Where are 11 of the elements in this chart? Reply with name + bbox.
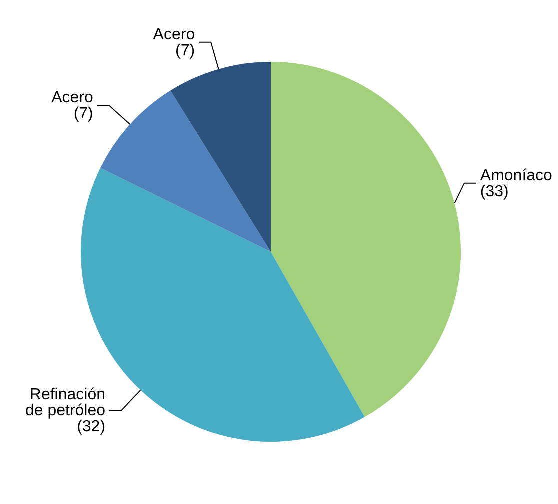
data-label: (32) — [77, 418, 106, 436]
pie-slice — [100, 90, 271, 252]
pie-slice — [170, 62, 271, 252]
slice-label: Acero — [52, 90, 94, 107]
slice-label: Amoníaco — [480, 167, 553, 184]
slice-label: Refinación de petróleo — [25, 386, 106, 420]
pie-slice — [271, 62, 461, 418]
slice-label: Acero — [153, 26, 196, 44]
data-label: (7) — [74, 106, 94, 123]
data-label: (33) — [480, 183, 509, 200]
data-label: (7) — [176, 42, 196, 60]
